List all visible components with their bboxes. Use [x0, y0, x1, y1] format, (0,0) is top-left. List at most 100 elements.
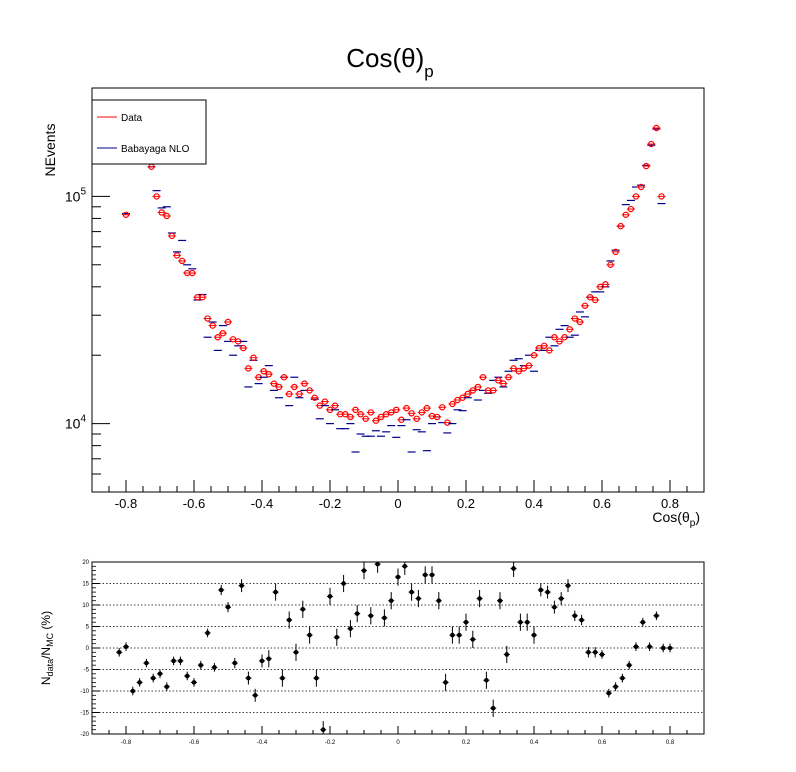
- data-point: [250, 354, 257, 361]
- ratio-point: [334, 634, 340, 640]
- ratio-y-tick-label: 15: [82, 582, 89, 588]
- ratio-x-tick-label: 0.2: [462, 740, 471, 746]
- data-point: [413, 415, 420, 422]
- top-x-tick-label: -0.6: [183, 496, 205, 511]
- data-point: [372, 417, 380, 424]
- data-point: [306, 387, 313, 394]
- top-x-tick-label: 0.4: [525, 496, 543, 511]
- data-point: [286, 390, 293, 398]
- data-point: [479, 374, 487, 381]
- ratio-point: [518, 619, 523, 625]
- top-y-ticks: 104 105: [65, 87, 110, 493]
- ratio-x-ticks: -0.8 -0.6 -0.4 -0.2 0 0.2 0.4 0.6 0.8: [91, 726, 705, 746]
- legend-box: [91, 99, 207, 165]
- ratio-point: [579, 617, 584, 623]
- data-point: [321, 398, 329, 405]
- top-x-tick-label: -0.8: [115, 496, 137, 511]
- data-point: [291, 383, 298, 391]
- ratio-point: [252, 693, 258, 698]
- top-data-marks: [122, 111, 666, 453]
- data-point: [377, 413, 385, 421]
- data-point: [296, 390, 303, 398]
- data-point: [122, 211, 130, 218]
- ratio-point: [320, 727, 326, 732]
- ratio-point: [667, 645, 673, 651]
- data-point: [515, 368, 522, 375]
- ratio-point: [511, 566, 516, 571]
- ratio-point: [218, 587, 224, 593]
- ratio-point: [484, 677, 489, 683]
- data-point: [189, 269, 196, 277]
- data-point: [546, 347, 553, 354]
- ratio-point: [198, 662, 204, 668]
- data-point: [474, 383, 482, 391]
- data-point: [454, 396, 461, 404]
- data-point: [541, 342, 548, 350]
- data-point: [627, 205, 635, 213]
- ratio-point: [463, 619, 469, 625]
- ratio-y-tick-label: -5: [84, 668, 90, 674]
- data-point: [535, 344, 543, 352]
- data-point: [178, 257, 186, 265]
- data-point: [219, 329, 227, 337]
- legend-data-label: Data: [121, 113, 143, 124]
- ratio-point: [436, 598, 442, 603]
- ratio-point: [647, 644, 652, 650]
- data-point: [525, 362, 533, 369]
- data-point: [576, 318, 584, 326]
- ratio-point: [273, 589, 278, 595]
- data-point: [173, 252, 181, 259]
- data-point: [581, 302, 589, 309]
- ratio-point: [586, 650, 591, 655]
- data-point: [449, 400, 456, 408]
- ratio-x-tick-label: 0.6: [598, 740, 607, 746]
- ratio-y-tick-label: -15: [80, 711, 89, 717]
- ratio-point: [626, 662, 632, 668]
- y-axis-label: NEvents: [42, 124, 58, 177]
- top-x-ticks: -0.8 -0.6 -0.4 -0.2 0 0.2 0.4 0.6 0.8: [91, 480, 705, 511]
- data-point: [367, 409, 374, 416]
- data-point: [260, 368, 267, 375]
- data-point: [586, 294, 594, 301]
- ratio-point: [348, 626, 353, 631]
- data-point: [204, 315, 211, 322]
- ratio-point: [368, 613, 374, 619]
- ratio-point: [354, 611, 360, 616]
- data-point: [433, 413, 441, 421]
- ratio-point: [130, 688, 136, 694]
- ratio-point: [144, 660, 149, 666]
- ratio-point: [361, 568, 367, 573]
- ratio-point: [490, 705, 496, 711]
- ratio-point: [239, 583, 244, 588]
- ratio-point: [497, 598, 503, 603]
- x-axis-label: Cos(θp): [652, 509, 700, 529]
- ratio-point: [620, 675, 625, 681]
- ratio-y-tick-label: 20: [82, 560, 89, 566]
- ratio-point: [150, 675, 156, 681]
- data-point: [357, 411, 364, 418]
- ratio-point: [164, 684, 170, 689]
- top-x-tick-label: 0.8: [661, 496, 679, 511]
- ratio-point: [191, 680, 197, 685]
- data-point: [607, 261, 614, 268]
- ratio-point: [341, 581, 346, 586]
- ratio-point: [266, 656, 272, 662]
- data-point: [490, 387, 497, 394]
- ratio-point: [633, 644, 639, 650]
- ratio-point: [613, 684, 618, 689]
- ratio-point: [409, 589, 414, 595]
- ratio-grid: [92, 583, 704, 713]
- data-point: [505, 374, 512, 381]
- ratio-y-tick-label: -20: [80, 732, 89, 738]
- ratio-point: [552, 604, 557, 610]
- ratio-point: [640, 619, 646, 625]
- ratio-point: [416, 596, 421, 601]
- data-point: [556, 338, 563, 345]
- data-point: [270, 380, 278, 387]
- ratio-point: [123, 644, 129, 650]
- ratio-point: [300, 607, 306, 612]
- top-y-tick-label: 105: [65, 186, 87, 204]
- ratio-point: [388, 598, 394, 603]
- data-point: [403, 404, 410, 412]
